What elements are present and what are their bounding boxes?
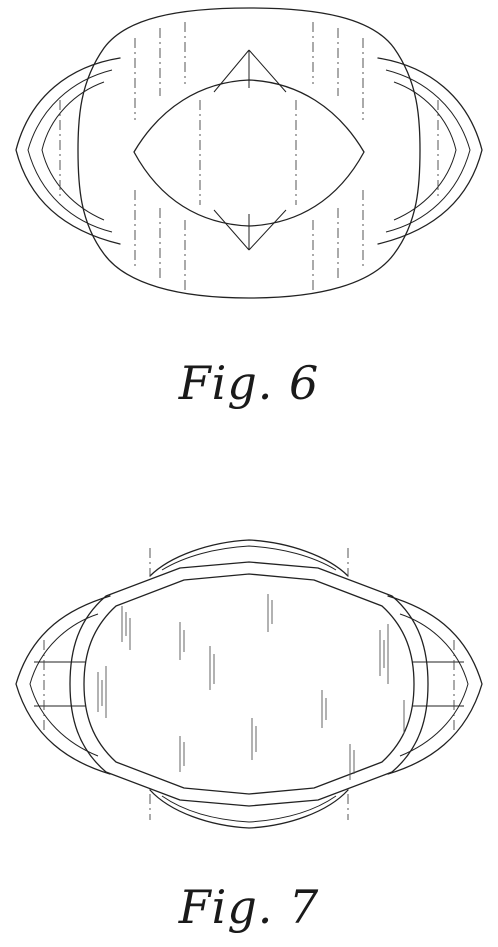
figure-6-drawing xyxy=(16,8,482,298)
figure-7-drawing xyxy=(16,540,482,828)
figure-6-caption: Fig. 6 xyxy=(0,356,498,410)
fig7-inner-rim xyxy=(84,574,414,794)
fig7-top-cap xyxy=(150,540,348,576)
fig6-left-lobe xyxy=(16,58,120,244)
fig6-right-lobe xyxy=(378,58,482,244)
figure-7-caption: Fig. 7 xyxy=(0,880,498,934)
fig6-central-opening xyxy=(134,80,364,226)
fig7-outer-rim xyxy=(70,562,428,806)
